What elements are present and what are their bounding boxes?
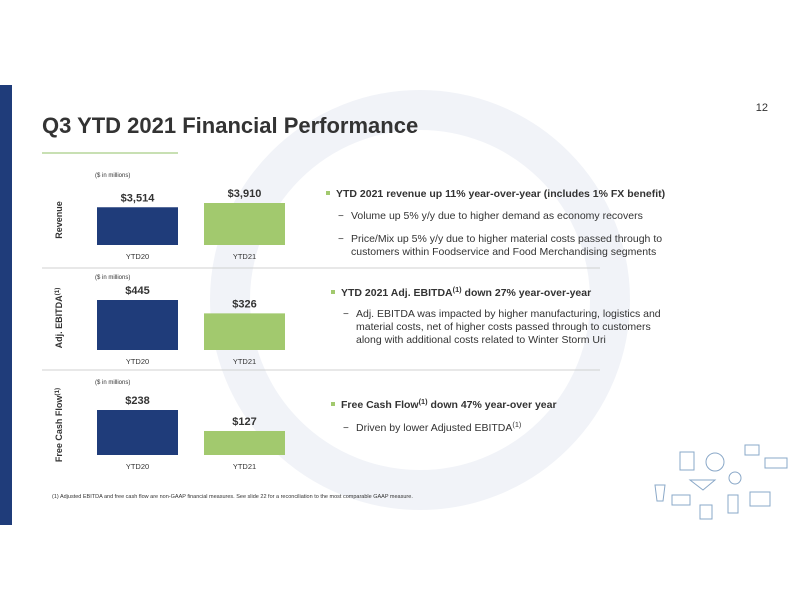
superscript: (1) xyxy=(54,288,61,296)
point-line: Price/Mix up 5% y/y due to higher materi… xyxy=(351,233,662,245)
page-number: 12 xyxy=(756,102,768,114)
text-run: Volume up 5% y/y due to higher demand as… xyxy=(351,210,643,222)
text-run: YTD 2021 revenue up 11% year-over-year (… xyxy=(336,188,665,200)
text-run: customers within Foodservice and Food Me… xyxy=(351,246,656,258)
x-tick-label: YTD21 xyxy=(233,462,256,471)
side-bar xyxy=(0,85,12,525)
data-label: $127 xyxy=(232,416,256,428)
unit-note: ($ in millions) xyxy=(95,173,130,179)
superscript: (1) xyxy=(512,420,521,429)
point-line: Driven by lower Adjusted EBITDA(1) xyxy=(356,420,521,435)
x-tick-label: YTD21 xyxy=(233,357,256,366)
text-run: YTD 2021 Adj. EBITDA xyxy=(341,287,453,299)
bar xyxy=(204,203,285,245)
superscript: (1) xyxy=(453,285,463,294)
text-run: Free Cash Flow xyxy=(54,395,64,463)
data-label: $3,910 xyxy=(228,188,262,200)
text-run: Free Cash Flow xyxy=(341,399,419,411)
superscript: (1) xyxy=(54,388,61,396)
data-label: $238 xyxy=(125,395,149,407)
unit-note: ($ in millions) xyxy=(95,275,130,281)
x-tick-label: YTD20 xyxy=(126,357,149,366)
bullet xyxy=(326,191,330,195)
headline: Free Cash Flow(1) down 47% year-over yea… xyxy=(341,397,557,412)
point-line: Adj. EBITDA was impacted by higher manuf… xyxy=(356,308,661,320)
bullet xyxy=(331,402,335,406)
dash: − xyxy=(343,423,349,434)
bar xyxy=(97,207,178,245)
text-run: material costs, net of higher costs pass… xyxy=(356,321,651,333)
dash: − xyxy=(338,211,344,222)
bar xyxy=(97,300,178,350)
point-line: Volume up 5% y/y due to higher demand as… xyxy=(351,210,643,222)
point-line: along with additional costs related to W… xyxy=(356,334,606,346)
bar xyxy=(204,430,285,455)
data-label: $3,514 xyxy=(121,192,156,204)
text-run: Driven by lower Adjusted EBITDA xyxy=(356,422,512,434)
data-label: $445 xyxy=(125,285,149,297)
y-axis-label: Revenue xyxy=(54,201,64,239)
text-run: Revenue xyxy=(54,201,64,239)
illustration xyxy=(654,444,788,520)
bullet xyxy=(331,290,335,294)
superscript: (1) xyxy=(419,397,429,406)
dash: − xyxy=(343,309,349,320)
text-run: Adj. EBITDA was impacted by higher manuf… xyxy=(356,308,661,320)
y-axis-label: Free Cash Flow(1) xyxy=(54,388,65,462)
text-run: down 27% year-over-year xyxy=(462,287,592,299)
data-label: $326 xyxy=(232,298,256,310)
footnote: (1) Adjusted EBITDA and free cash flow a… xyxy=(52,494,413,500)
watermark xyxy=(210,90,630,510)
slide-title: Q3 YTD 2021 Financial Performance xyxy=(42,113,418,138)
text-run: Price/Mix up 5% y/y due to higher materi… xyxy=(351,233,662,245)
headline: YTD 2021 revenue up 11% year-over-year (… xyxy=(336,188,665,200)
x-tick-label: YTD20 xyxy=(126,252,149,261)
x-tick-label: YTD20 xyxy=(126,462,149,471)
text-run: down 47% year-over year xyxy=(428,399,557,411)
point-line: material costs, net of higher costs pass… xyxy=(356,321,651,333)
dash: − xyxy=(338,234,344,245)
y-axis-label: Adj. EBITDA(1) xyxy=(54,288,65,349)
bar xyxy=(204,313,285,350)
point-line: customers within Foodservice and Food Me… xyxy=(351,246,656,258)
text-run: along with additional costs related to W… xyxy=(356,334,606,346)
unit-note: ($ in millions) xyxy=(95,380,130,386)
x-tick-label: YTD21 xyxy=(233,252,256,261)
headline: YTD 2021 Adj. EBITDA(1) down 27% year-ov… xyxy=(341,285,591,300)
text-run: Adj. EBITDA xyxy=(54,295,64,348)
bar xyxy=(97,410,178,455)
